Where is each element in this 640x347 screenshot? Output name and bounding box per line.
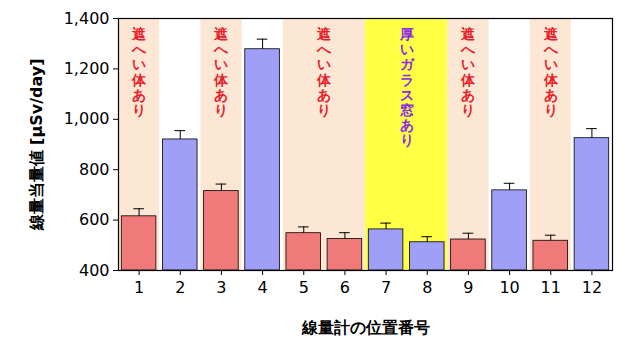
svg-text:1,200: 1,200: [64, 59, 110, 78]
svg-text:遮へい体あり: 遮へい体あり: [460, 26, 476, 118]
svg-text:800: 800: [79, 160, 110, 179]
svg-text:線量計の位置番号: 線量計の位置番号: [301, 318, 430, 337]
svg-text:5: 5: [299, 278, 309, 297]
svg-text:9: 9: [463, 278, 473, 297]
svg-text:線量当量値 [μSv/day]: 線量当量値 [μSv/day]: [27, 59, 46, 232]
svg-text:1,000: 1,000: [64, 109, 110, 128]
svg-text:遮へい体あり: 遮へい体あり: [316, 26, 332, 118]
svg-text:12: 12: [582, 278, 602, 297]
svg-text:400: 400: [79, 261, 110, 280]
svg-text:遮へい体あり: 遮へい体あり: [131, 26, 147, 118]
svg-text:600: 600: [79, 210, 110, 229]
svg-text:1,400: 1,400: [64, 9, 110, 28]
svg-text:遮へい体あり: 遮へい体あり: [543, 26, 559, 118]
svg-text:遮へい体あり: 遮へい体あり: [213, 26, 229, 118]
svg-text:10: 10: [499, 278, 519, 297]
svg-text:7: 7: [381, 278, 391, 297]
svg-text:2: 2: [175, 278, 185, 297]
svg-text:1: 1: [134, 278, 144, 297]
svg-text:厚いガラス窓あり: 厚いガラス窓あり: [399, 26, 415, 148]
svg-text:3: 3: [216, 278, 226, 297]
svg-text:11: 11: [541, 278, 561, 297]
svg-text:4: 4: [257, 278, 267, 297]
svg-text:8: 8: [422, 278, 432, 297]
svg-text:6: 6: [340, 278, 350, 297]
